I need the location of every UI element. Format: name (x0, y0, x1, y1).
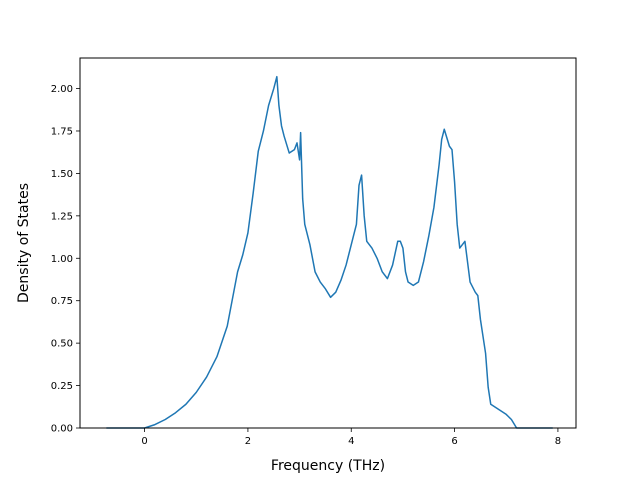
y-tick-label: 1.50 (51, 169, 73, 180)
y-axis: 0.00 0.25 0.50 0.75 1.00 1.25 1.50 1.75 2.00 (51, 84, 80, 435)
y-tick-label: 0.00 (51, 424, 73, 435)
x-tick-label: 8 (555, 436, 561, 447)
y-tick-label: 1.75 (51, 126, 73, 137)
axes-frame (79, 57, 577, 429)
y-tick-label: 2.00 (51, 84, 73, 95)
x-tick-label: 6 (451, 436, 457, 447)
plot-area (106, 75, 553, 429)
y-tick-label: 0.25 (51, 381, 73, 392)
y-tick-label: 0.50 (51, 339, 73, 350)
y-axis-label: Density of States (16, 183, 32, 303)
y-tick-label: 1.25 (51, 211, 73, 222)
x-axis: 0 2 4 6 8 (141, 428, 561, 447)
y-tick-label: 1.00 (51, 254, 73, 265)
y-tick-label: 0.75 (51, 296, 73, 307)
x-tick-label: 2 (245, 436, 251, 447)
dos-series-line (106, 75, 553, 429)
x-tick-label: 4 (348, 436, 354, 447)
x-axis-label: Frequency (THz) (271, 458, 385, 474)
x-tick-label: 0 (141, 436, 147, 447)
